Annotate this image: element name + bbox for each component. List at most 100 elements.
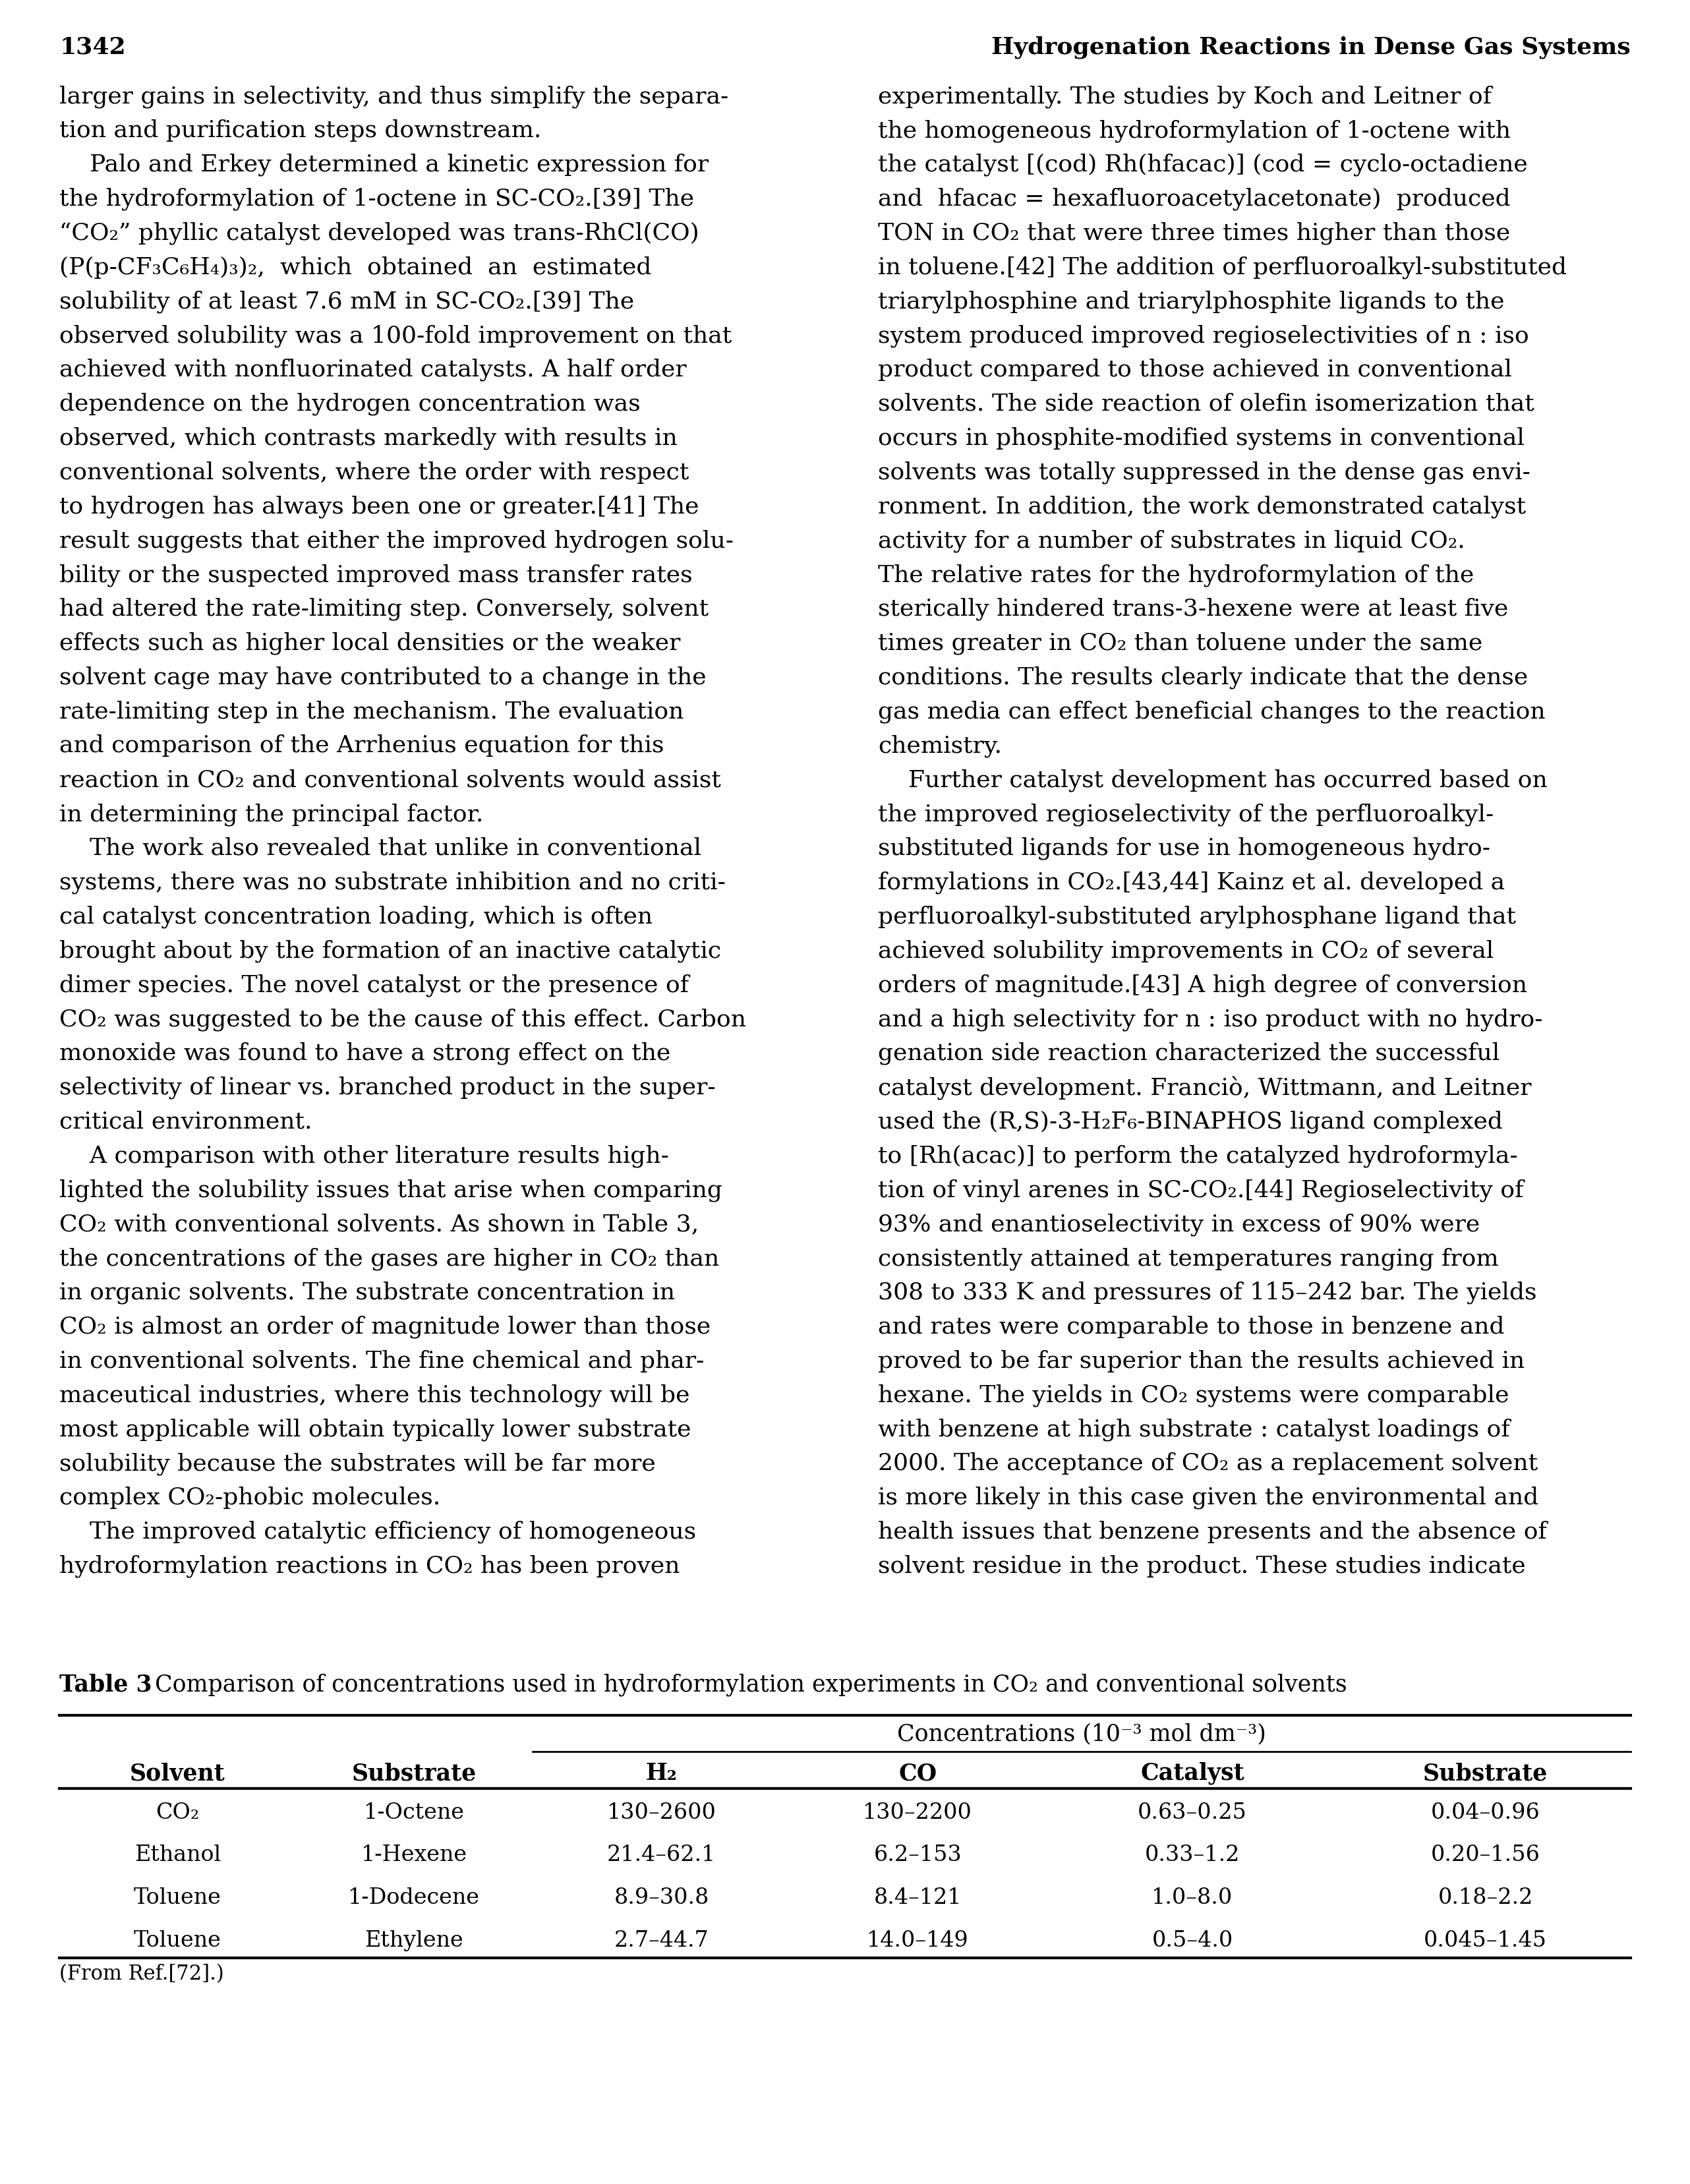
Text: solubility because the substrates will be far more: solubility because the substrates will b… <box>59 1452 656 1474</box>
Text: CO₂ with conventional solvents. As shown in Table 3,: CO₂ with conventional solvents. As shown… <box>59 1212 700 1236</box>
Text: critical environment.: critical environment. <box>59 1109 313 1133</box>
Text: activity for a number of substrates in liquid CO₂.: activity for a number of substrates in l… <box>879 529 1465 553</box>
Text: complex CO₂-phobic molecules.: complex CO₂-phobic molecules. <box>59 1487 441 1509</box>
Text: experimentally. The studies by Koch and Leitner of: experimentally. The studies by Koch and … <box>879 85 1492 107</box>
Text: the hydroformylation of 1-octene in SC-CO₂.[39] The: the hydroformylation of 1-octene in SC-C… <box>59 188 695 210</box>
Text: Toluene: Toluene <box>134 1887 221 1909</box>
Text: 1342: 1342 <box>59 35 125 59</box>
Text: Solvent: Solvent <box>130 1762 225 1784</box>
Text: 0.20–1.56: 0.20–1.56 <box>1431 1845 1540 1865</box>
Text: achieved with nonfluorinated catalysts. A half order: achieved with nonfluorinated catalysts. … <box>59 358 686 382</box>
Text: consistently attained at temperatures ranging from: consistently attained at temperatures ra… <box>879 1247 1499 1271</box>
Text: Comparison of concentrations used in hydroformylation experiments in CO₂ and con: Comparison of concentrations used in hyd… <box>140 1673 1347 1697</box>
Text: solvents was totally suppressed in the dense gas envi-: solvents was totally suppressed in the d… <box>879 461 1531 485</box>
Text: lighted the solubility issues that arise when comparing: lighted the solubility issues that arise… <box>59 1179 723 1201</box>
Text: hexane. The yields in CO₂ systems were comparable: hexane. The yields in CO₂ systems were c… <box>879 1385 1509 1406</box>
Text: CO: CO <box>899 1762 936 1784</box>
Text: 1-Dodecene: 1-Dodecene <box>348 1887 480 1909</box>
Text: with benzene at high substrate : catalyst loadings of: with benzene at high substrate : catalys… <box>879 1417 1509 1441</box>
Text: 130–2600: 130–2600 <box>607 1802 717 1824</box>
Text: 0.04–0.96: 0.04–0.96 <box>1431 1802 1540 1824</box>
Text: Hydrogenation Reactions in Dense Gas Systems: Hydrogenation Reactions in Dense Gas Sys… <box>992 35 1631 59</box>
Text: to [Rh(acac)] to perform the catalyzed hydroformyla-: to [Rh(acac)] to perform the catalyzed h… <box>879 1144 1518 1168</box>
Text: 130–2200: 130–2200 <box>864 1802 972 1824</box>
Text: 2.7–44.7: 2.7–44.7 <box>613 1931 710 1950</box>
Text: 2000. The acceptance of CO₂ as a replacement solvent: 2000. The acceptance of CO₂ as a replace… <box>879 1452 1538 1474</box>
Text: Substrate: Substrate <box>352 1762 477 1784</box>
Text: in toluene.[42] The addition of perfluoroalkyl-substituted: in toluene.[42] The addition of perfluor… <box>879 256 1567 280</box>
Text: gas media can effect beneficial changes to the reaction: gas media can effect beneficial changes … <box>879 701 1545 723</box>
Text: The improved catalytic efficiency of homogeneous: The improved catalytic efficiency of hom… <box>59 1520 696 1544</box>
Text: product compared to those achieved in conventional: product compared to those achieved in co… <box>879 358 1513 380</box>
Text: 0.18–2.2: 0.18–2.2 <box>1438 1887 1533 1909</box>
Text: dependence on the hydrogen concentration was: dependence on the hydrogen concentration… <box>59 393 641 415</box>
Text: achieved solubility improvements in CO₂ of several: achieved solubility improvements in CO₂ … <box>879 939 1494 963</box>
Text: result suggests that either the improved hydrogen solu-: result suggests that either the improved… <box>59 529 733 553</box>
Text: used the (R,S)-3-H₂F₆-BINAPHOS ligand complexed: used the (R,S)-3-H₂F₆-BINAPHOS ligand co… <box>879 1109 1502 1133</box>
Text: monoxide was found to have a strong effect on the: monoxide was found to have a strong effe… <box>59 1042 671 1066</box>
Text: had altered the rate-limiting step. Conversely, solvent: had altered the rate-limiting step. Conv… <box>59 598 708 620</box>
Text: times greater in CO₂ than toluene under the same: times greater in CO₂ than toluene under … <box>879 631 1482 655</box>
Text: conditions. The results clearly indicate that the dense: conditions. The results clearly indicate… <box>879 666 1528 688</box>
Text: brought about by the formation of an inactive catalytic: brought about by the formation of an ina… <box>59 939 722 963</box>
Text: maceutical industries, where this technology will be: maceutical industries, where this techno… <box>59 1385 690 1406</box>
Text: conventional solvents, where the order with respect: conventional solvents, where the order w… <box>59 461 690 483</box>
Text: in conventional solvents. The fine chemical and phar-: in conventional solvents. The fine chemi… <box>59 1350 705 1372</box>
Text: (From Ref.[72].): (From Ref.[72].) <box>59 1963 225 1985</box>
Text: 308 to 333 K and pressures of 115–242 bar. The yields: 308 to 333 K and pressures of 115–242 ba… <box>879 1282 1536 1304</box>
Text: observed solubility was a 100-fold improvement on that: observed solubility was a 100-fold impro… <box>59 325 732 347</box>
Text: the improved regioselectivity of the perfluoroalkyl-: the improved regioselectivity of the per… <box>879 804 1494 826</box>
Text: Ethylene: Ethylene <box>365 1931 463 1950</box>
Text: health issues that benzene presents and the absence of: health issues that benzene presents and … <box>879 1520 1546 1544</box>
Text: solvents. The side reaction of olefin isomerization that: solvents. The side reaction of olefin is… <box>879 393 1535 415</box>
Text: “CO₂” phyllic catalyst developed was trans-RhCl(CO): “CO₂” phyllic catalyst developed was tra… <box>59 223 700 245</box>
Text: orders of magnitude.[43] A high degree of conversion: orders of magnitude.[43] A high degree o… <box>879 974 1528 996</box>
Text: cal catalyst concentration loading, which is often: cal catalyst concentration loading, whic… <box>59 906 652 928</box>
Text: A comparison with other literature results high-: A comparison with other literature resul… <box>59 1144 669 1168</box>
Text: selectivity of linear vs. branched product in the super-: selectivity of linear vs. branched produ… <box>59 1077 717 1099</box>
Text: solubility of at least 7.6 mM in SC-CO₂.[39] The: solubility of at least 7.6 mM in SC-CO₂.… <box>59 290 634 312</box>
Text: TON in CO₂ that were three times higher than those: TON in CO₂ that were three times higher … <box>879 223 1511 245</box>
Text: solvent residue in the product. These studies indicate: solvent residue in the product. These st… <box>879 1555 1526 1577</box>
Text: the concentrations of the gases are higher in CO₂ than: the concentrations of the gases are high… <box>59 1247 720 1271</box>
Text: 21.4–62.1: 21.4–62.1 <box>607 1845 717 1865</box>
Text: the catalyst [(cod) Rh(hfacac)] (cod = cyclo-octadiene: the catalyst [(cod) Rh(hfacac)] (cod = c… <box>879 153 1528 177</box>
Text: perfluoroalkyl-substituted arylphosphane ligand that: perfluoroalkyl-substituted arylphosphane… <box>879 906 1516 928</box>
Text: reaction in CO₂ and conventional solvents would assist: reaction in CO₂ and conventional solvent… <box>59 769 722 791</box>
Text: The relative rates for the hydroformylation of the: The relative rates for the hydroformylat… <box>879 563 1474 587</box>
Text: to hydrogen has always been one or greater.[41] The: to hydrogen has always been one or great… <box>59 496 700 518</box>
Text: 0.045–1.45: 0.045–1.45 <box>1423 1931 1546 1950</box>
Text: proved to be far superior than the results achieved in: proved to be far superior than the resul… <box>879 1350 1524 1372</box>
Text: Catalyst: Catalyst <box>1141 1762 1244 1784</box>
Text: 0.5–4.0: 0.5–4.0 <box>1151 1931 1234 1950</box>
Text: and  hfacac = hexafluoroacetylacetonate)  produced: and hfacac = hexafluoroacetylacetonate) … <box>879 188 1511 210</box>
Text: tion and purification steps downstream.: tion and purification steps downstream. <box>59 120 541 142</box>
Text: system produced improved regioselectivities of n : iso: system produced improved regioselectivit… <box>879 325 1529 347</box>
Text: the homogeneous hydroformylation of 1-octene with: the homogeneous hydroformylation of 1-oc… <box>879 120 1511 142</box>
Text: sterically hindered trans-3-hexene were at least five: sterically hindered trans-3-hexene were … <box>879 598 1509 620</box>
Text: 0.33–1.2: 0.33–1.2 <box>1144 1845 1240 1865</box>
Text: is more likely in this case given the environmental and: is more likely in this case given the en… <box>879 1487 1538 1509</box>
Text: Concentrations (10⁻³ mol dm⁻³): Concentrations (10⁻³ mol dm⁻³) <box>897 1723 1266 1745</box>
Text: The work also revealed that unlike in conventional: The work also revealed that unlike in co… <box>59 836 701 860</box>
Text: 8.9–30.8: 8.9–30.8 <box>613 1887 710 1909</box>
Text: 14.0–149: 14.0–149 <box>867 1931 968 1950</box>
Text: and a high selectivity for n : iso product with no hydro-: and a high selectivity for n : iso produ… <box>879 1009 1543 1031</box>
Text: 0.63–0.25: 0.63–0.25 <box>1137 1802 1247 1824</box>
Text: CO₂ is almost an order of magnitude lower than those: CO₂ is almost an order of magnitude lowe… <box>59 1315 711 1339</box>
Text: Toluene: Toluene <box>134 1931 221 1950</box>
Text: and comparison of the Arrhenius equation for this: and comparison of the Arrhenius equation… <box>59 734 664 758</box>
Text: chemistry.: chemistry. <box>879 734 1002 758</box>
Text: 93% and enantioselectivity in excess of 90% were: 93% and enantioselectivity in excess of … <box>879 1212 1480 1236</box>
Text: genation side reaction characterized the successful: genation side reaction characterized the… <box>879 1042 1499 1066</box>
Text: in organic solvents. The substrate concentration in: in organic solvents. The substrate conce… <box>59 1282 674 1304</box>
Text: Table 3: Table 3 <box>59 1673 152 1697</box>
Text: effects such as higher local densities or the weaker: effects such as higher local densities o… <box>59 631 681 655</box>
Text: (P(p-CF₃C₆H₄)₃)₂,  which  obtained  an  estimated: (P(p-CF₃C₆H₄)₃)₂, which obtained an esti… <box>59 256 652 280</box>
Text: in determining the principal factor.: in determining the principal factor. <box>59 804 483 826</box>
Text: most applicable will obtain typically lower substrate: most applicable will obtain typically lo… <box>59 1417 691 1441</box>
Text: observed, which contrasts markedly with results in: observed, which contrasts markedly with … <box>59 426 678 450</box>
Text: CO₂ was suggested to be the cause of this effect. Carbon: CO₂ was suggested to be the cause of thi… <box>59 1009 747 1031</box>
Text: Substrate: Substrate <box>1423 1762 1548 1784</box>
Text: solvent cage may have contributed to a change in the: solvent cage may have contributed to a c… <box>59 666 706 688</box>
